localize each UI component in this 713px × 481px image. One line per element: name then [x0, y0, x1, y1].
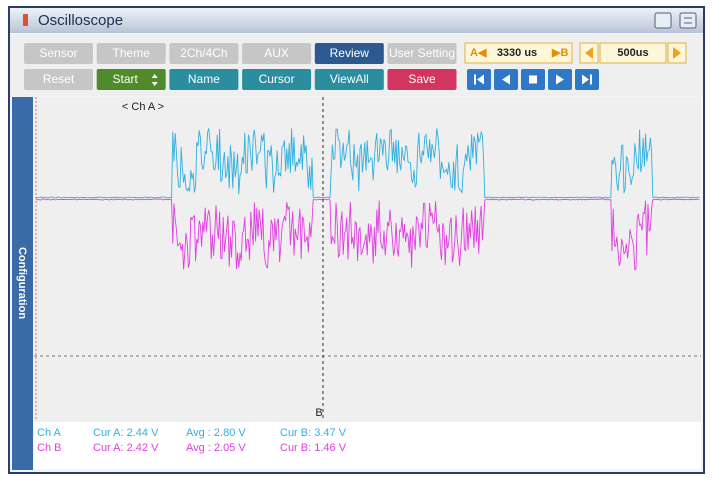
- button-label: Cursor: [259, 72, 295, 86]
- status-text: Cur B: 1.46 V: [280, 442, 347, 454]
- button-label: ViewAll: [330, 72, 369, 86]
- button-label: Save: [408, 72, 436, 86]
- button-label: Start: [113, 72, 139, 86]
- status-text: Cur B: 3.47 V: [280, 427, 347, 439]
- button-label: Theme: [113, 46, 151, 60]
- toolbar-button[interactable]: [314, 43, 384, 64]
- toolbar-button[interactable]: [169, 69, 239, 90]
- waveforms: [35, 128, 700, 271]
- media-icon: [529, 75, 537, 84]
- title-bar: [10, 8, 703, 33]
- channel-a-trace: [35, 128, 700, 199]
- status-panel: [34, 422, 701, 469]
- playback-controls: [467, 69, 599, 90]
- status-text: Ch B: [37, 442, 61, 454]
- spinner-icon: [151, 74, 158, 86]
- channel-b-trace: [35, 198, 700, 271]
- app-icon: [23, 14, 28, 26]
- button-label: Sensor: [39, 46, 77, 60]
- status-text: Avg : 2.80 V: [186, 427, 246, 439]
- window-button[interactable]: [654, 12, 672, 29]
- status-text: Cur A: 2.44 V: [93, 427, 159, 439]
- cursor-b-label: B: [315, 407, 322, 419]
- toolbar-button[interactable]: [24, 43, 93, 64]
- button-label: 2Ch/4Ch: [180, 46, 227, 60]
- button-label: Review: [330, 46, 370, 60]
- window-title: Oscilloscope: [38, 12, 123, 29]
- sidebar-label: Configuration: [16, 247, 28, 319]
- media-icon: [474, 74, 484, 85]
- status-text: Ch A: [37, 427, 62, 439]
- toolbar-button[interactable]: [242, 69, 312, 90]
- toolbar-button[interactable]: [387, 43, 457, 64]
- channel-label: < Ch A >: [122, 101, 164, 113]
- window-button[interactable]: [679, 12, 697, 29]
- toolbar-button[interactable]: [24, 69, 93, 90]
- status-text: Cur A: 2.42 V: [93, 442, 159, 454]
- button-label: AUX: [264, 46, 289, 60]
- button-label: Name: [188, 72, 220, 86]
- arrow-icon: [673, 47, 681, 59]
- button-label: User Setting: [389, 46, 455, 60]
- toolbar-button[interactable]: [314, 69, 384, 90]
- cursor-field[interactable]: [464, 42, 573, 64]
- cursor-b-label: ▶B: [551, 47, 568, 59]
- toolbar-button[interactable]: [242, 43, 312, 64]
- media-icon: [502, 74, 510, 85]
- toolbar-button[interactable]: [387, 69, 457, 90]
- toolbar-button[interactable]: [169, 43, 239, 64]
- sidebar[interactable]: [12, 97, 33, 470]
- cursor-value: 3330 us: [497, 47, 537, 59]
- toolbar-button[interactable]: [96, 43, 166, 64]
- media-icon: [582, 74, 592, 85]
- status-text: Avg : 2.05 V: [186, 442, 246, 454]
- time-div-field: [599, 42, 667, 64]
- cursor-a-label: A◀: [470, 47, 487, 59]
- time-div: 500us: [617, 47, 648, 59]
- arrow-icon: [585, 47, 593, 59]
- button-label: Reset: [43, 72, 75, 86]
- media-icon: [556, 74, 564, 85]
- toolbar-button[interactable]: [96, 69, 166, 90]
